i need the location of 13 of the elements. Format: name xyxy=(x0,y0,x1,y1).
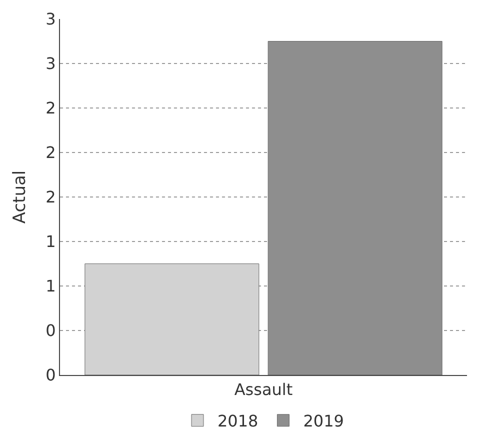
y-tick-label: 1 xyxy=(46,232,56,252)
y-tick-label: 0 xyxy=(46,366,56,385)
legend-label: 2018 xyxy=(218,412,258,431)
y-tick-label: 2 xyxy=(46,188,56,207)
y-tick-label: 3 xyxy=(46,10,56,29)
legend-label: 2019 xyxy=(303,412,344,431)
y-tick-label: 3 xyxy=(46,54,56,74)
y-tick-label: 0 xyxy=(46,321,56,340)
y-tick-label: 2 xyxy=(46,143,56,162)
y-axis-title: Actual xyxy=(10,170,30,224)
y-tick-label: 1 xyxy=(46,276,56,296)
y-tick-label: 2 xyxy=(46,98,56,118)
x-tick-label: Assault xyxy=(234,380,293,400)
